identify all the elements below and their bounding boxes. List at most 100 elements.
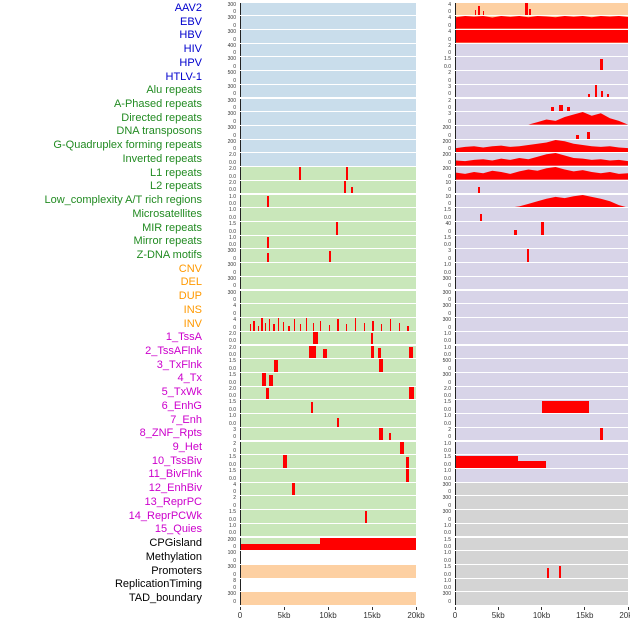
- track-label: G-Quadruplex forming repeats: [53, 139, 202, 152]
- track-label: DUP: [178, 290, 202, 303]
- y-axis-ticks: 1.5 0.0: [204, 222, 238, 235]
- data-bar: [261, 318, 263, 331]
- data-bar: [559, 566, 562, 578]
- data-bar: [595, 84, 598, 98]
- track-label: 2_TssAFlnk: [145, 345, 202, 357]
- y-tick-min: 0.0: [444, 448, 451, 455]
- track-row: 2_TssAFlnk 2.0 0.0 1.0 0.0: [0, 345, 630, 359]
- track-plot-left: [240, 468, 416, 482]
- track-label: Mirror repeats: [133, 235, 202, 248]
- track-label: 7_Enh: [170, 413, 202, 426]
- y-tick-min: 0.0: [444, 214, 451, 221]
- y-tick-min: 0.0: [229, 379, 236, 386]
- data-bar: [400, 441, 404, 455]
- y-tick-max: 300: [227, 111, 236, 118]
- x-axis-tick: [327, 606, 329, 610]
- data-bar: [337, 319, 339, 331]
- data-bar: [576, 134, 579, 139]
- y-tick-max: 1.5: [229, 399, 236, 406]
- y-tick-min: 0.0: [444, 475, 451, 482]
- track-plot-right: [455, 400, 628, 413]
- data-bar: [407, 325, 409, 331]
- track-plot-left: [240, 139, 416, 153]
- track-plot-right: [455, 71, 628, 84]
- y-tick-min: 0: [448, 503, 451, 509]
- y-tick-max: 2.0: [229, 330, 236, 337]
- y-tick-max: 1.5: [229, 358, 236, 365]
- y-axis-ticks: 300 0: [204, 29, 238, 43]
- y-axis-ticks: 200 0: [418, 125, 453, 139]
- track-label: Low_complexity A/T rich regions: [44, 194, 202, 207]
- track-plot-right: [455, 139, 628, 153]
- y-tick-min: 0.0: [229, 242, 236, 249]
- track-label: 4_Tx: [177, 372, 202, 385]
- y-axis-ticks: 1.5 0.0: [418, 400, 453, 413]
- y-axis-ticks: 1.0 0.0: [204, 414, 238, 427]
- track-row: Mirror repeats 1.0 0.0 1.5 0.0: [0, 235, 630, 249]
- y-tick-min: 0: [233, 283, 236, 290]
- data-bar: [600, 58, 603, 70]
- y-tick-min: 0: [233, 269, 236, 276]
- y-tick-max: 200: [442, 138, 451, 145]
- y-tick-max: 2.0: [229, 152, 236, 159]
- y-tick-max: 3: [233, 426, 236, 433]
- track-plot-right: [455, 112, 628, 125]
- track-row: 1_TssA 2.0 0.0 1.0 0.0: [0, 331, 630, 345]
- y-tick-max: 4: [448, 28, 451, 35]
- data-bar: [241, 543, 321, 551]
- track-label: INS: [183, 303, 202, 316]
- y-tick-min: 0.0: [229, 393, 236, 400]
- track-label: AAV2: [174, 2, 202, 14]
- track-plot-right: [455, 537, 628, 551]
- y-tick-max: 2: [233, 440, 236, 447]
- y-tick-min: 0.0: [229, 420, 236, 427]
- y-tick-max: 2: [448, 42, 451, 49]
- track-plot-right: [455, 565, 628, 578]
- y-tick-min: 0.0: [229, 201, 236, 208]
- y-axis-ticks: 10 0: [418, 180, 453, 194]
- data-bar: [298, 167, 301, 180]
- data-bar: [337, 417, 340, 427]
- track-plot-right: [455, 441, 628, 455]
- track-label: 15_Quies: [154, 523, 202, 536]
- y-tick-min: 0: [233, 571, 236, 578]
- track-plot-right: [455, 345, 628, 359]
- track-row: L1 repeats 2.0 0.0 200 0: [0, 167, 630, 181]
- track-label: 14_ReprPCWk: [128, 509, 202, 522]
- track-row: CNV 300 0 1.0 0.0: [0, 263, 630, 277]
- data-bar: [524, 2, 528, 16]
- y-axis-ticks: 300 0: [204, 263, 238, 276]
- data-bar: [405, 468, 410, 482]
- y-tick-max: 1.5: [229, 509, 236, 516]
- track-plot-right: [455, 523, 628, 537]
- data-area: [456, 139, 628, 153]
- y-tick-max: 200: [442, 152, 451, 159]
- track-row: MIR repeats 1.5 0.0 40 0: [0, 222, 630, 236]
- track-row: L2 repeats 2.0 0.0 10 0: [0, 180, 630, 194]
- y-tick-min: 0: [233, 324, 236, 331]
- data-bar: [405, 456, 410, 468]
- track-plot-left: [240, 400, 416, 413]
- data-bar: [354, 318, 357, 331]
- data-bar: [328, 324, 330, 331]
- y-tick-min: 0.0: [444, 242, 451, 249]
- track-label: 12_EnhBiv: [148, 482, 202, 495]
- track-row: HIV 400 0 2 0: [0, 43, 630, 57]
- track-plot-left: [240, 510, 416, 523]
- data-area: [456, 153, 628, 166]
- track-plot-left: [240, 523, 416, 537]
- track-label: Promoters: [151, 564, 202, 577]
- x-axis-tick: [627, 606, 629, 610]
- track-plot-right: [455, 386, 628, 400]
- y-axis-ticks: 1.0 0.0: [204, 235, 238, 249]
- y-tick-min: 0.0: [229, 173, 236, 180]
- track-plot-right: [455, 153, 628, 166]
- data-bar: [559, 104, 563, 112]
- track-plot-left: [240, 331, 416, 345]
- data-bar: [379, 427, 383, 441]
- data-bar: [265, 387, 270, 400]
